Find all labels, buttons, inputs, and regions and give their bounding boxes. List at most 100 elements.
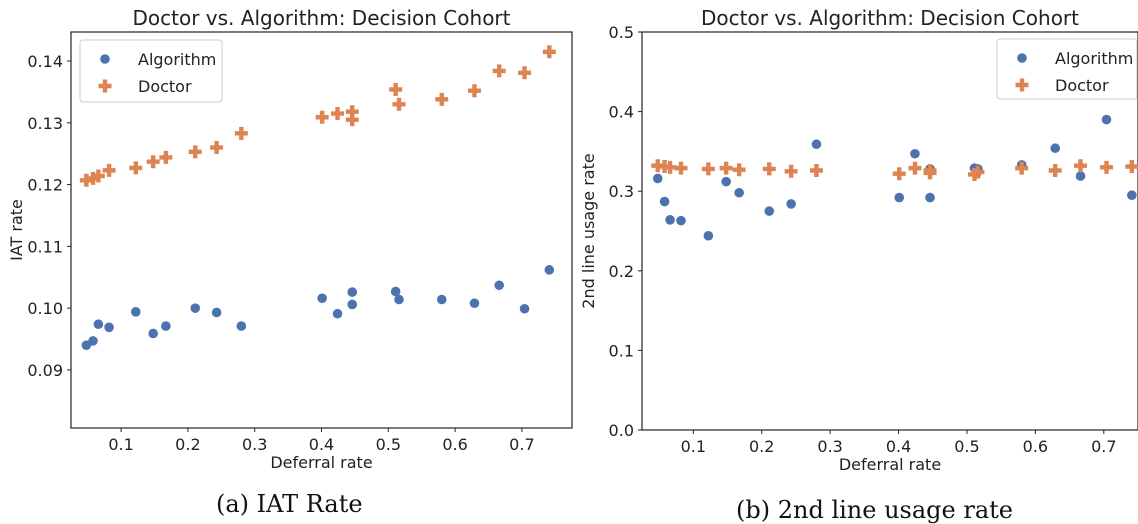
doctor-point [389, 82, 403, 96]
y-tick-label: 0.3 [609, 182, 634, 201]
x-tick-label: 0.2 [749, 437, 774, 456]
legend-label-doctor: Doctor [1055, 76, 1109, 95]
algorithm-point [665, 215, 675, 225]
algorithm-point [390, 286, 401, 297]
y-tick-label: 0.5 [609, 23, 634, 42]
algorithm-point [519, 303, 530, 314]
algorithm-point [130, 307, 141, 317]
x-tick-label: 0.6 [442, 435, 467, 454]
x-tick-label: 0.2 [175, 435, 200, 454]
doctor-point [719, 161, 733, 175]
algorithm-point [93, 319, 104, 330]
doctor-point [129, 161, 143, 175]
x-tick-label: 0.6 [1023, 437, 1048, 456]
doctor-point [315, 110, 329, 124]
algorithm-point [544, 265, 555, 275]
legend-marker-algorithm [100, 54, 110, 64]
algorithm-point [190, 303, 201, 313]
x-tick-label: 0.3 [817, 437, 842, 456]
algorithm-point [88, 336, 98, 346]
doctor-point [91, 169, 105, 183]
algorithm-point [211, 307, 222, 318]
x-axis-label: Deferral rate [839, 455, 941, 474]
doctor-point [79, 173, 93, 187]
algorithm-point [236, 321, 247, 331]
legend-box [79, 39, 223, 103]
doctor-point [492, 64, 506, 78]
chart-title: Doctor vs. Algorithm: Decision Cohort [133, 6, 511, 30]
doctor-point [159, 150, 173, 164]
doctor-point [392, 97, 406, 111]
doctor-point [1074, 159, 1088, 173]
doctor-point [435, 92, 449, 106]
legend-marker-doctor [1015, 78, 1029, 92]
algorithm-point [469, 298, 480, 309]
doctor-point [663, 160, 677, 174]
chart-title: Doctor vs. Algorithm: Decision Cohort [701, 6, 1079, 30]
legend-marker-algorithm [1017, 53, 1027, 63]
doctor-point [345, 105, 359, 119]
doctor-point [892, 167, 906, 181]
chart-panel-b: Doctor vs. Algorithm: Decision Cohort 0.1… [579, 0, 1138, 524]
algorithm-point [436, 294, 447, 305]
legend-label-algorithm: Algorithm [138, 50, 216, 69]
algorithm-point [1101, 114, 1112, 125]
doctor-point [762, 162, 776, 176]
algorithm-point [1075, 171, 1086, 181]
y-tick-label: 0.10 [27, 299, 63, 318]
y-axis-label: 2nd line usage rate [579, 153, 598, 308]
y-axis-label: IAT rate [7, 199, 26, 261]
doctor-point [732, 163, 746, 177]
algorithm-point [659, 196, 670, 207]
doctor-point [210, 141, 224, 155]
legend-box [996, 38, 1138, 100]
doctor-point [331, 107, 345, 121]
algorithm-point [786, 199, 796, 209]
doctor-point [908, 161, 922, 175]
algorithm-point [734, 187, 744, 198]
x-tick-label: 0.1 [108, 435, 133, 454]
x-tick-label: 0.4 [886, 437, 911, 456]
second-line-usage-chart: Doctor vs. Algorithm: Decision Cohort 0.1… [579, 6, 1138, 474]
iat-rate-chart: Doctor vs. Algorithm: Decision Cohort 0.1… [7, 6, 573, 472]
doctor-point [102, 163, 116, 177]
algorithm-point [347, 299, 358, 310]
caption-a: (a) IAT Rate [216, 490, 363, 518]
doctor-point [518, 66, 532, 80]
doctor-point [809, 164, 823, 178]
y-tick-label: 0.0 [609, 421, 634, 440]
doctor-point [651, 159, 665, 173]
algorithm-point [703, 230, 714, 241]
doctor-point [234, 126, 248, 140]
algorithm-point [1050, 143, 1061, 154]
algorithm-point [148, 328, 158, 339]
algorithm-point [676, 215, 686, 226]
y-tick-label: 0.1 [609, 341, 634, 360]
algorithm-point [161, 321, 171, 331]
doctor-point [701, 162, 715, 176]
algorithm-point [811, 139, 822, 150]
legend-label-doctor: Doctor [138, 77, 192, 96]
doctor-point [1125, 160, 1138, 174]
y-tick-label: 0.09 [27, 361, 63, 380]
legend-label-algorithm: Algorithm [1055, 49, 1133, 68]
doctor-point [967, 167, 981, 181]
doctor-point [467, 84, 481, 98]
algorithm-point [721, 176, 731, 187]
doctor-point [188, 145, 202, 159]
algorithm-point [925, 192, 935, 203]
plot-frame [641, 31, 1138, 431]
doctor-point [86, 171, 100, 185]
doctor-point [345, 113, 359, 127]
y-tick-label: 0.13 [27, 114, 63, 133]
y-tick-label: 0.11 [27, 237, 63, 256]
doctor-point [971, 165, 985, 179]
algorithm-point [764, 206, 775, 216]
doctor-point [1048, 164, 1062, 178]
algorithm-point [494, 280, 504, 291]
x-tick-label: 0.5 [954, 437, 979, 456]
x-tick-label: 0.7 [509, 435, 534, 454]
y-tick-label: 0.4 [609, 103, 634, 122]
doctor-point [674, 161, 688, 175]
doctor-point [146, 155, 160, 169]
